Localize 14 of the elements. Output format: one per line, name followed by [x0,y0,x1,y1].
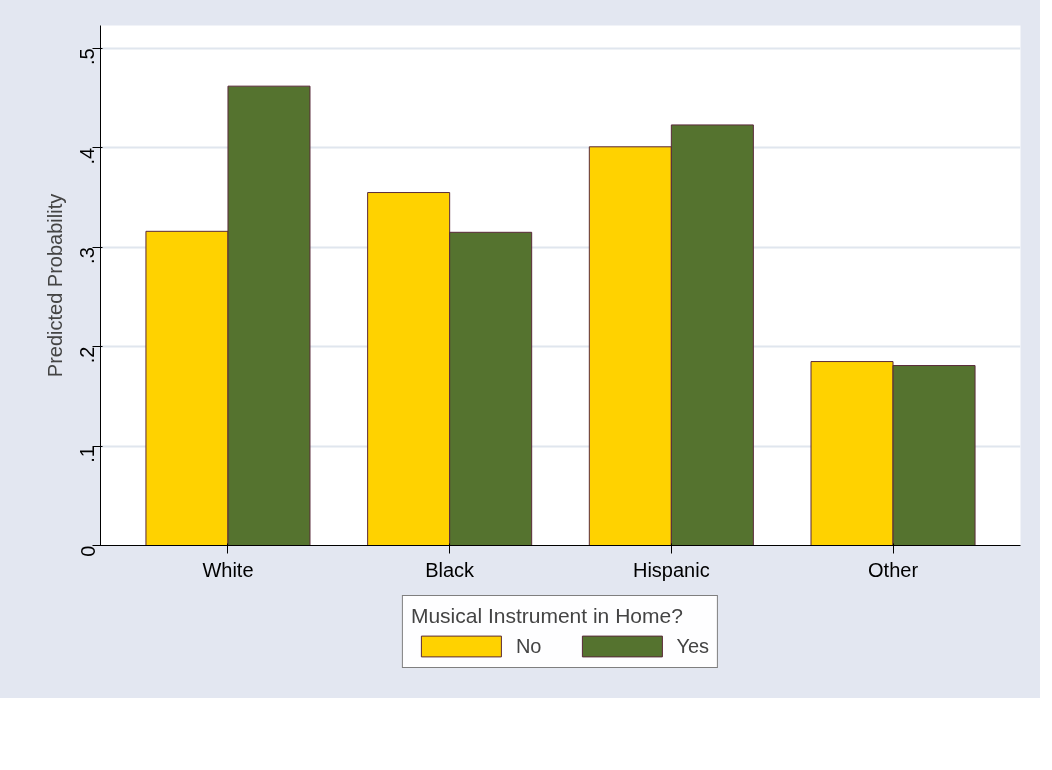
legend-label: Yes [676,634,710,658]
y-tick-label: .4 [76,147,99,165]
x-tick-label: Black [425,558,476,581]
y-tick-label: .1 [76,446,99,463]
x-tick-label: White [202,558,254,581]
y-tick-label: .2 [76,346,99,364]
y-tick-label: .5 [76,48,99,66]
y-tick-label: 0 [76,545,99,557]
x-tick-label: Other [868,558,919,581]
legend-label: No [515,634,542,658]
x-tick-label: Hispanic [632,558,710,581]
y-axis-title: Predicted Probability [43,193,66,378]
legend-title: Musical Instrument in Home? [410,604,684,628]
y-tick-label: .3 [76,247,99,264]
